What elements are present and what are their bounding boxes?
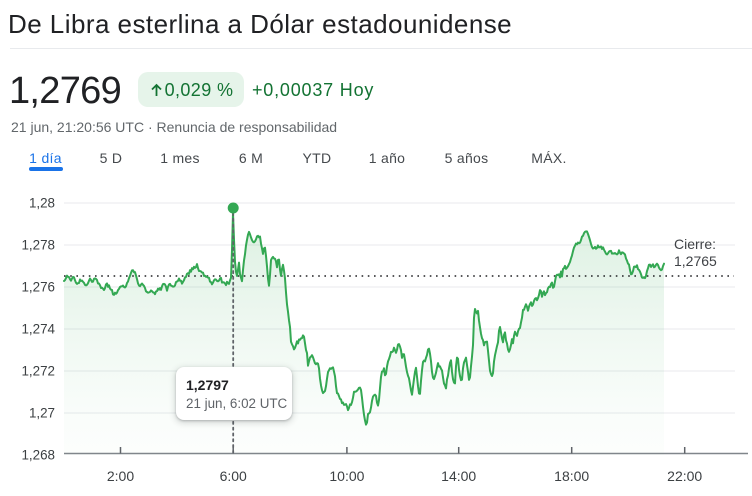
- svg-text:18:00: 18:00: [554, 468, 589, 484]
- svg-text:1,272: 1,272: [21, 364, 55, 379]
- svg-text:10:00: 10:00: [329, 468, 364, 484]
- svg-text:1,27: 1,27: [29, 406, 55, 421]
- svg-text:6:00: 6:00: [220, 468, 247, 484]
- svg-text:1,274: 1,274: [21, 322, 55, 337]
- svg-text:22:00: 22:00: [667, 468, 702, 484]
- svg-text:2:00: 2:00: [107, 468, 134, 484]
- svg-text:1,278: 1,278: [21, 238, 55, 253]
- svg-text:14:00: 14:00: [441, 468, 476, 484]
- svg-text:1,28: 1,28: [29, 196, 55, 211]
- svg-text:1,276: 1,276: [21, 280, 55, 295]
- svg-text:1,268: 1,268: [21, 448, 55, 463]
